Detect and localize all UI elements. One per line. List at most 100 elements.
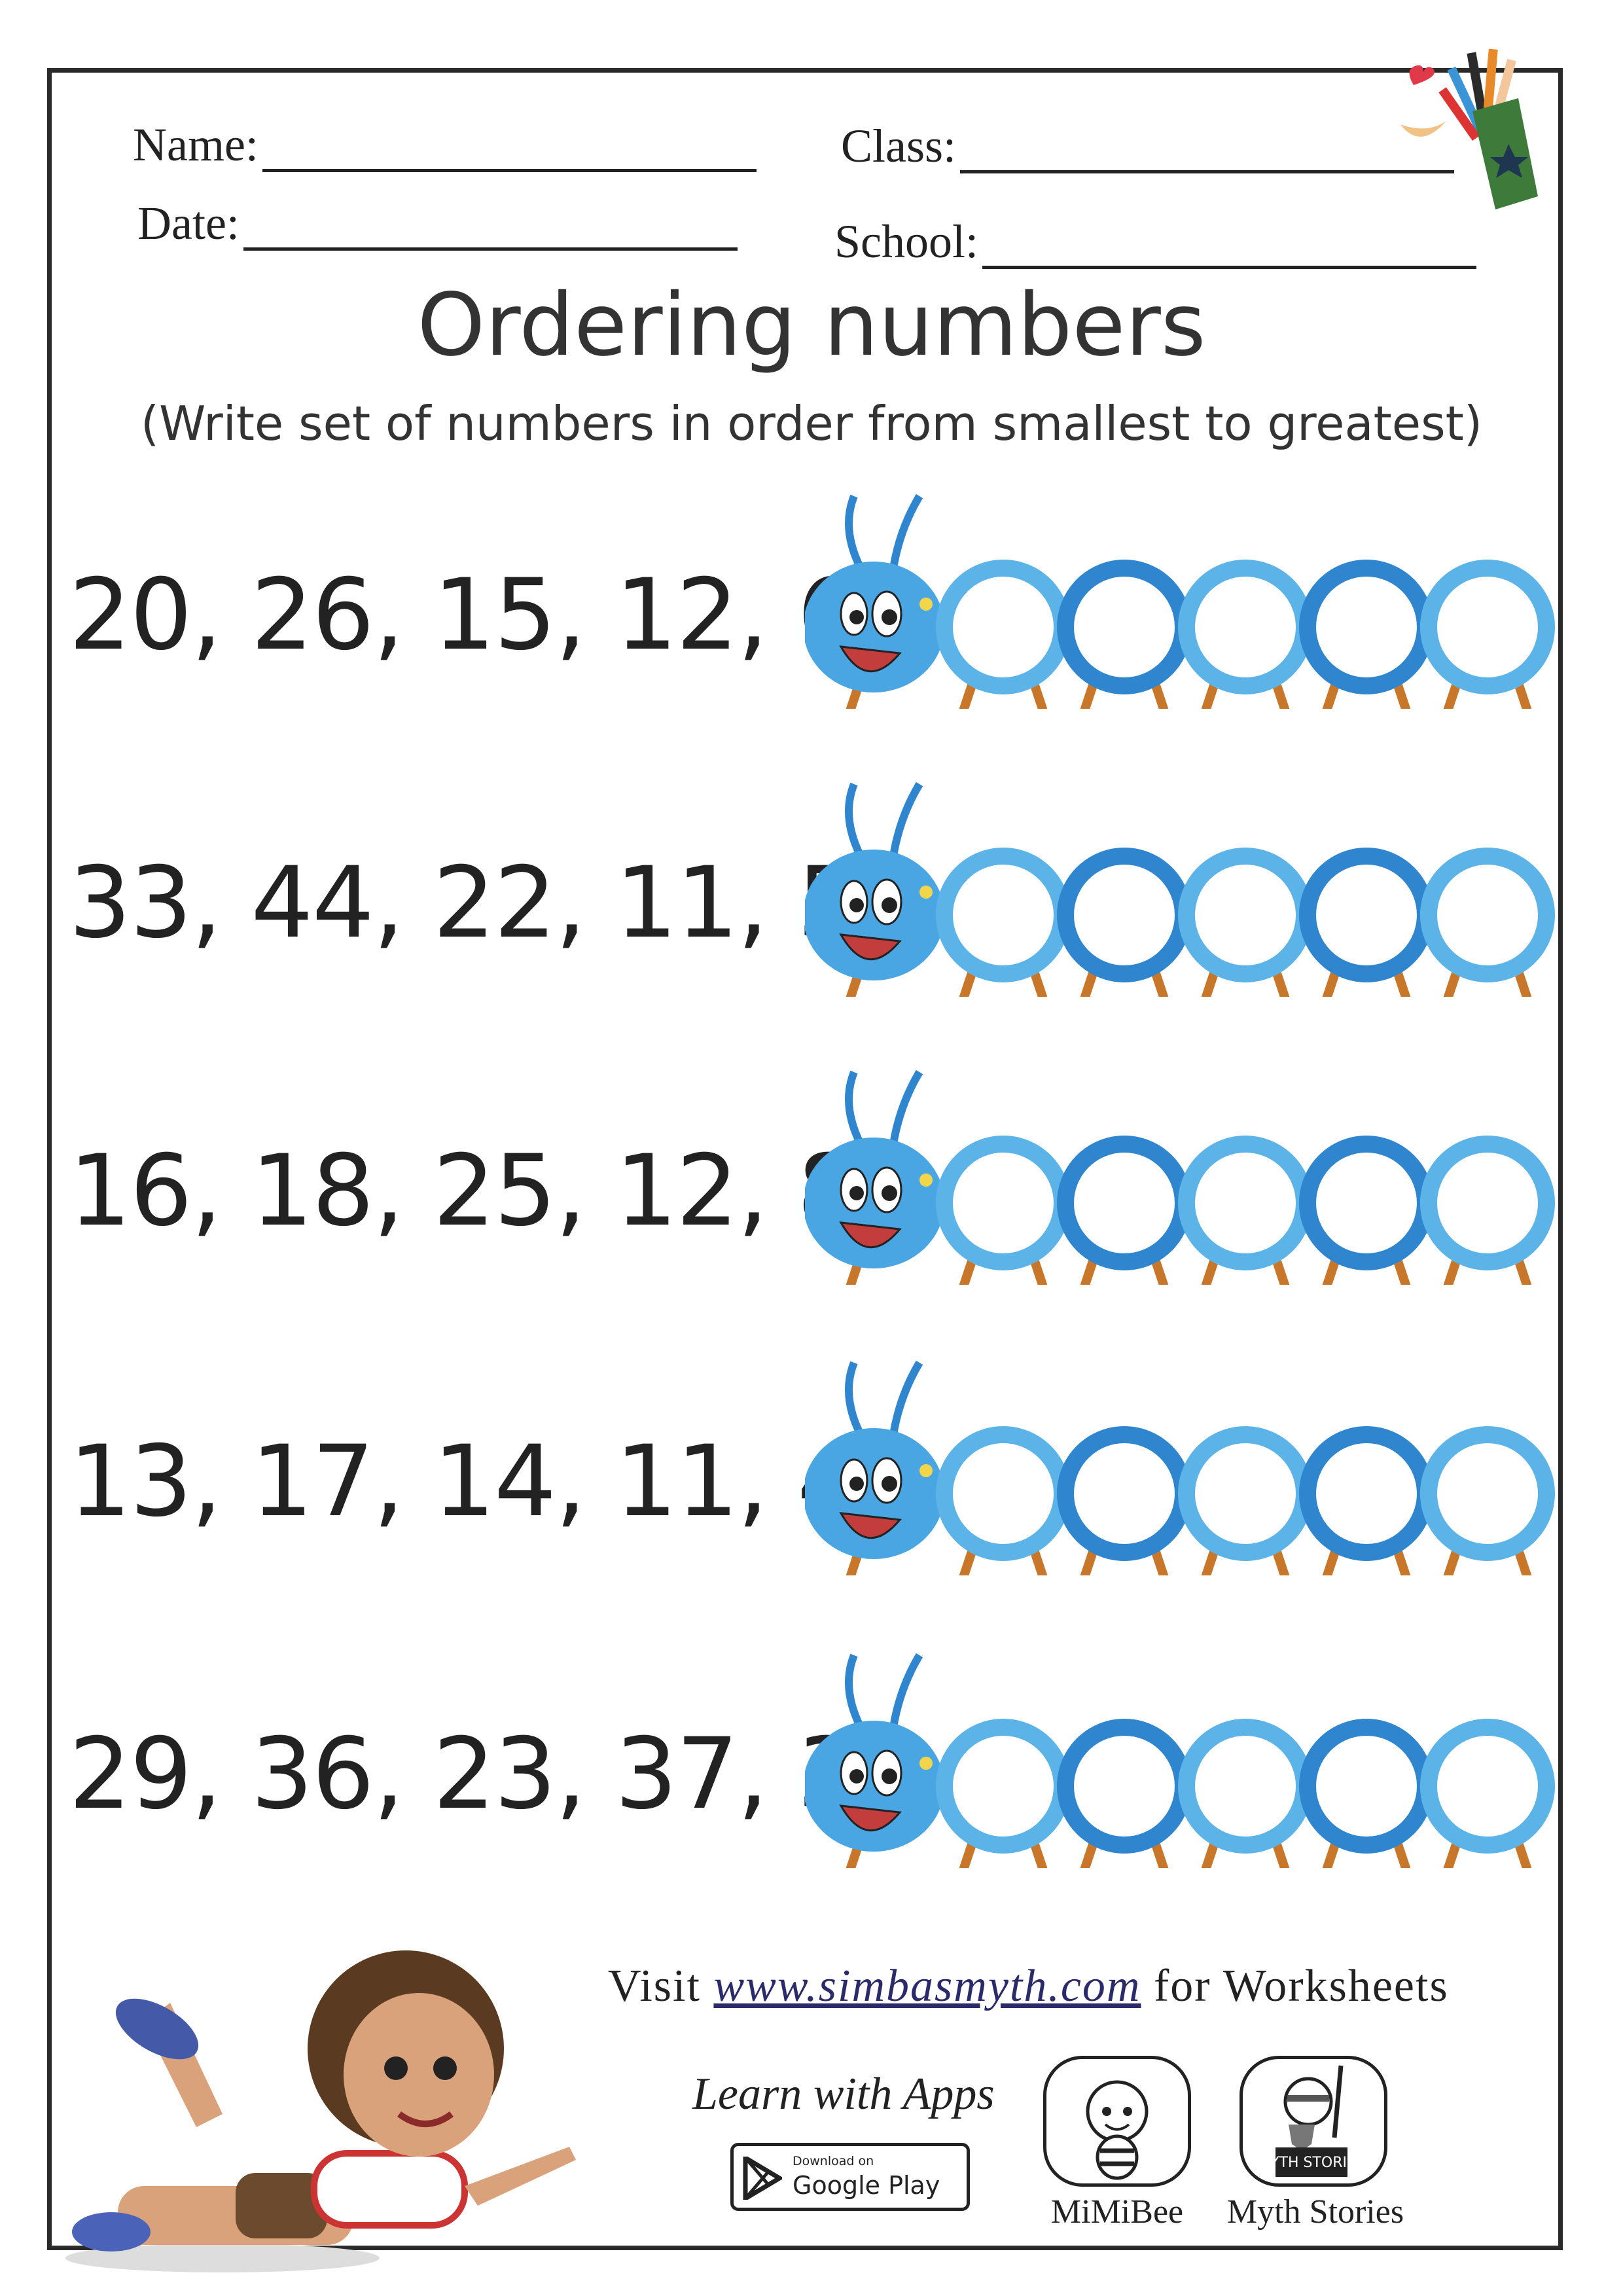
answer-ring[interactable] [1299, 560, 1434, 694]
answer-ring[interactable] [1057, 1426, 1192, 1561]
gplay-big-text: Google Play [793, 2171, 940, 2200]
answer-ring[interactable] [1057, 848, 1192, 982]
caterpillar-head [803, 1721, 944, 1852]
class-line[interactable] [960, 164, 1455, 173]
answer-ring[interactable] [1057, 560, 1192, 694]
head-spot [919, 886, 933, 899]
mimibee-app-icon[interactable] [1043, 2056, 1191, 2187]
mouth [839, 1512, 902, 1539]
pupil [882, 609, 897, 625]
pupil [882, 1185, 897, 1201]
pupil [849, 1477, 864, 1491]
answer-ring[interactable] [1178, 1136, 1313, 1270]
answer-ring[interactable] [1299, 848, 1434, 982]
name-field[interactable]: Name: [133, 118, 757, 172]
answer-ring[interactable] [936, 1136, 1071, 1270]
answer-ring[interactable] [936, 1426, 1071, 1561]
answer-ring[interactable] [1420, 1719, 1555, 1854]
antenna [845, 782, 865, 858]
myth-badge-text: MYTH STORIES [1258, 2155, 1365, 2171]
answer-ring[interactable] [1420, 1136, 1555, 1270]
caterpillar-head [803, 850, 944, 980]
number-set: 20, 26, 15, 12, 63 [69, 558, 921, 672]
school-field[interactable]: School: [834, 215, 1477, 269]
date-field[interactable]: Date: [137, 196, 738, 251]
number-set: 16, 18, 25, 12, 82 [69, 1134, 921, 1248]
caterpillar [803, 761, 1564, 1001]
answer-ring[interactable] [1178, 560, 1313, 694]
gplay-small-text: Download on [793, 2154, 874, 2168]
pupil [849, 1769, 864, 1784]
answer-ring[interactable] [1178, 848, 1313, 982]
head-spot [919, 1174, 933, 1187]
pupil [849, 610, 864, 624]
antenna [889, 781, 923, 857]
answer-ring[interactable] [1299, 1426, 1434, 1561]
answer-ring[interactable] [1057, 1136, 1192, 1270]
caterpillar-head [803, 1428, 944, 1559]
mouth [839, 645, 902, 672]
answer-ring[interactable] [1057, 1719, 1192, 1854]
antenna [889, 1360, 923, 1435]
caterpillar [803, 473, 1564, 713]
pupil [849, 1186, 864, 1200]
pupil [849, 898, 864, 912]
mouth [839, 1221, 902, 1248]
myth-stories-app-icon[interactable]: MYTH STORIES [1240, 2056, 1387, 2187]
number-set: 33, 44, 22, 11, 55 [69, 846, 921, 960]
bee-icon [1086, 2080, 1149, 2180]
name-line[interactable] [262, 162, 757, 172]
head-spot [919, 598, 933, 611]
answer-ring[interactable] [936, 848, 1071, 982]
number-set: 13, 17, 14, 11, 49 [69, 1425, 921, 1539]
class-label: Class: [841, 120, 957, 172]
answer-ring[interactable] [1420, 848, 1555, 982]
answer-ring[interactable] [1178, 1719, 1313, 1854]
answer-ring[interactable] [1420, 560, 1555, 694]
antenna [845, 1070, 865, 1146]
instructions: (Write set of numbers in order from smal… [141, 396, 1482, 451]
knight-icon: MYTH STORIES [1258, 2065, 1365, 2177]
caterpillar [803, 1340, 1564, 1580]
caterpillar [803, 1049, 1564, 1289]
play-store-icon [743, 2157, 782, 2200]
caterpillar-head [803, 1138, 944, 1268]
learn-with-apps-label: Learn with Apps [692, 2069, 995, 2119]
caterpillar [803, 1632, 1564, 1873]
name-label: Name: [133, 118, 259, 171]
pupil [882, 897, 897, 913]
answer-ring[interactable] [1420, 1426, 1555, 1561]
boy-illustration [39, 1918, 615, 2284]
answer-ring[interactable] [936, 1719, 1071, 1854]
answer-ring[interactable] [1299, 1719, 1434, 1854]
mouth [839, 933, 902, 960]
class-field[interactable]: Class: [841, 119, 1455, 173]
date-line[interactable] [243, 241, 738, 251]
google-play-button[interactable]: Download on Google Play [730, 2143, 970, 2211]
visit-text: Visit www.simbasmyth.com for Worksheets [608, 1960, 1449, 2013]
website-link[interactable]: www.simbasmyth.com [713, 1961, 1141, 2011]
head-spot [919, 1464, 933, 1477]
caterpillar-head [803, 562, 944, 692]
head-spot [919, 1757, 933, 1770]
antenna [889, 1069, 923, 1145]
pupil [882, 1476, 897, 1492]
date-label: Date: [137, 197, 240, 249]
number-set: 29, 36, 23, 37, 35 [69, 1717, 921, 1831]
myth-stories-label: Myth Stories [1226, 2193, 1404, 2231]
page-title: Ordering numbers [417, 275, 1206, 376]
antenna [845, 494, 865, 570]
visit-prefix: Visit [608, 1961, 701, 2011]
antenna [889, 493, 923, 569]
mouth [839, 1804, 902, 1831]
school-line[interactable] [982, 259, 1477, 269]
pupil [882, 1768, 897, 1784]
mimibee-label: MiMiBee [1050, 2193, 1184, 2231]
answer-ring[interactable] [1299, 1136, 1434, 1270]
antenna [845, 1361, 865, 1437]
answer-ring[interactable] [936, 560, 1071, 694]
antenna [845, 1653, 865, 1729]
antenna [889, 1653, 923, 1728]
answer-ring[interactable] [1178, 1426, 1313, 1561]
school-label: School: [834, 215, 979, 268]
